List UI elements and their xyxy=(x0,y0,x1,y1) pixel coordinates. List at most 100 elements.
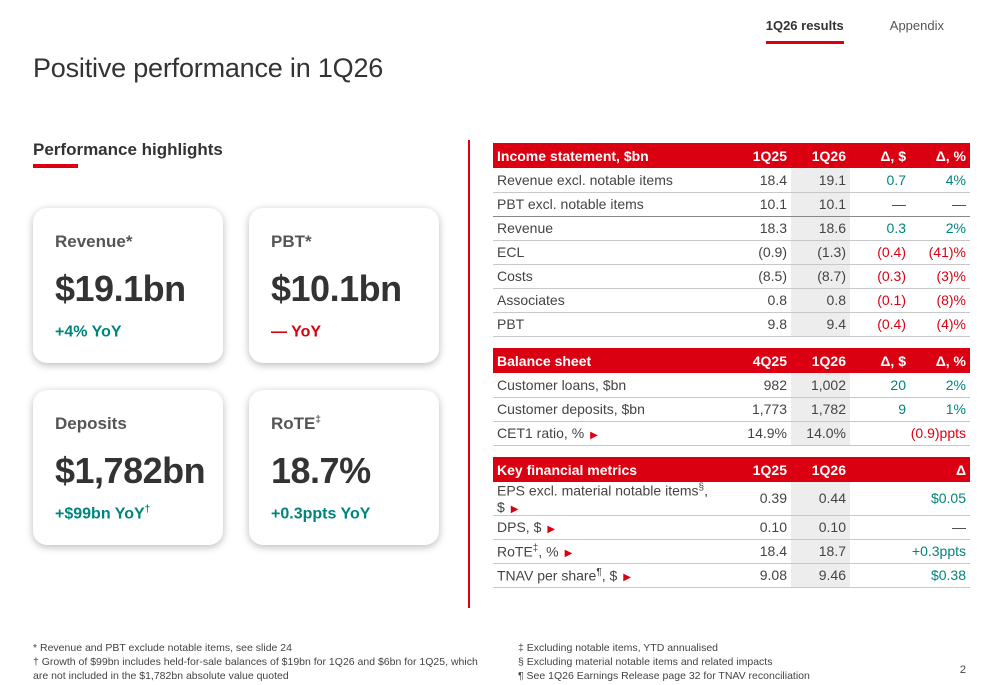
footnote: ¶ See 1Q26 Earnings Release page 32 for … xyxy=(518,670,810,682)
cell-delta-pct: (4)% xyxy=(910,312,970,337)
row-label-text: RoTE xyxy=(497,543,533,560)
card-pbt: PBT* $10.1bn — YoY xyxy=(249,208,439,363)
table-row: Revenue excl. notable items 18.4 19.1 0.7 4% xyxy=(493,168,970,193)
table-header-row: Balance sheet 4Q25 1Q26 Δ, $ Δ, % xyxy=(493,348,970,373)
header-cell: Key financial metrics xyxy=(493,457,723,482)
card-change: — YoY xyxy=(271,323,322,341)
cell-1q25: 18.4 xyxy=(723,539,791,564)
header-cell: 1Q26 xyxy=(791,143,850,168)
header-cell: 1Q25 xyxy=(723,143,791,168)
footnote: § Excluding material notable items and r… xyxy=(518,656,773,668)
table-row: PBT excl. notable items 10.1 10.1— — xyxy=(493,192,970,217)
table-header-row: Income statement, $bn 1Q25 1Q26 Δ, $ Δ, … xyxy=(493,143,970,168)
cell-delta-pct: 2% xyxy=(910,373,970,398)
header-cell: 1Q26 xyxy=(791,457,850,482)
cell-1q26: 1,002 xyxy=(791,373,850,398)
cell-delta-usd: (0.3) xyxy=(850,264,910,289)
table-row: Revenue 18.3 18.6 0.3 2% xyxy=(493,216,970,241)
card-value: $1,782bn xyxy=(55,450,206,491)
footnote: ‡ Excluding notable items, YTD annualise… xyxy=(518,642,719,654)
row-label-text: Customer loans, $bn xyxy=(497,376,627,393)
row-label: Revenue excl. notable items xyxy=(493,168,723,193)
table-row: CET1 ratio, % ▶ 14.9% 14.0% (0.9)ppts xyxy=(493,421,970,446)
balance-sheet-table: Balance sheet 4Q25 1Q26 Δ, $ Δ, % Custom… xyxy=(493,348,970,446)
top-nav: 1Q26 results Appendix xyxy=(765,18,944,44)
footnotes-left: * Revenue and PBT exclude notable items,… xyxy=(33,641,483,683)
section-heading: Performance highlights xyxy=(33,140,223,159)
cell-4q25: 14.9% xyxy=(723,421,791,446)
cell-1q26: 0.10 xyxy=(791,515,850,540)
caret-right-icon[interactable]: ▶ xyxy=(590,430,598,441)
row-label: Revenue xyxy=(493,216,723,241)
row-label-suffix: , $ xyxy=(601,567,618,584)
table-row: PBT 9.8 9.4 (0.4) (4)% xyxy=(493,312,970,337)
cell-delta-usd: (0.1) xyxy=(850,288,910,313)
row-label: RoTE‡, % ▶ xyxy=(493,539,723,564)
header-cell: Balance sheet xyxy=(493,348,723,373)
cell-delta-pct: (3)% xyxy=(910,264,970,289)
cell-delta-usd: (0.4) xyxy=(850,312,910,337)
cell-delta-pct: (41)% xyxy=(910,240,970,265)
card-label: PBT* xyxy=(271,232,312,251)
income-statement-table: Income statement, $bn 1Q25 1Q26 Δ, $ Δ, … xyxy=(493,143,970,337)
cell-1q25: 9.8 xyxy=(723,312,791,337)
cell-1q26: 14.0% xyxy=(791,421,850,446)
key-metrics-table: Key financial metrics 1Q25 1Q26 Δ EPS ex… xyxy=(493,457,970,588)
cell-delta-usd: 0.3 xyxy=(850,216,910,241)
row-label: TNAV per share¶, $ ▶ xyxy=(493,563,723,588)
table-row: DPS, $ ▶ 0.10 0.10— xyxy=(493,515,970,540)
cell-1q26: 18.6 xyxy=(791,216,850,241)
cell-1q26: 10.1 xyxy=(791,192,850,217)
cell-1q26: 9.4 xyxy=(791,312,850,337)
card-revenue: Revenue* $19.1bn +4% YoY xyxy=(33,208,223,363)
cell-4q25: 982 xyxy=(723,373,791,398)
table-row: EPS excl. material notable items§, $ ▶ 0.3… xyxy=(493,482,970,516)
cell-delta-usd: — xyxy=(850,192,910,217)
page-number: 2 xyxy=(959,664,966,676)
tab-appendix[interactable]: Appendix xyxy=(889,18,944,33)
tab-1q26-results[interactable]: 1Q26 results xyxy=(765,18,844,44)
row-label: DPS, $ ▶ xyxy=(493,515,723,540)
table-row: RoTE‡, % ▶ 18.4 18.7 +0.3ppts xyxy=(493,539,970,564)
cell-1q26: (1.3) xyxy=(791,240,850,265)
header-cell: 1Q25 xyxy=(723,457,791,482)
header-cell: 1Q26 xyxy=(791,348,850,373)
cell-1q26: 0.44 xyxy=(791,482,850,516)
table-row: Customer deposits, $bn 1,773 1,782 9 1% xyxy=(493,397,970,422)
cell-1q26: 18.7 xyxy=(791,539,850,564)
card-value: $19.1bn xyxy=(55,268,186,309)
cell-delta: — xyxy=(850,515,970,540)
cell-delta-usd: 20 xyxy=(850,373,910,398)
caret-right-icon[interactable]: ▶ xyxy=(564,548,573,560)
cell-1q26: (8.7) xyxy=(791,264,850,289)
footnote-marker: ¶ xyxy=(596,566,602,578)
cell-delta: (0.9)ppts xyxy=(850,421,970,446)
row-label: Customer deposits, $bn xyxy=(493,397,723,422)
cell-1q25: 9.08 xyxy=(723,563,791,588)
section-underline xyxy=(33,164,78,168)
cell-4q25: 1,773 xyxy=(723,397,791,422)
cell-1q25: 18.3 xyxy=(723,216,791,241)
cell-delta: $0.38 xyxy=(850,563,970,588)
row-label-text: DPS, $ xyxy=(497,519,542,536)
cell-delta-usd: 9 xyxy=(850,397,910,422)
cell-1q26: 9.46 xyxy=(791,563,850,588)
card-change: +4% YoY xyxy=(55,323,122,341)
cell-delta-pct: — xyxy=(910,192,970,217)
cell-1q25: 18.4 xyxy=(723,168,791,193)
caret-right-icon[interactable]: ▶ xyxy=(510,503,519,515)
table-row: TNAV per share¶, $ ▶ 9.08 9.46 $0.38 xyxy=(493,563,970,588)
table-row: Costs (8.5) (8.7) (0.3) (3)% xyxy=(493,264,970,289)
row-label: Associates xyxy=(493,288,723,313)
row-label: EPS excl. material notable items§, $ ▶ xyxy=(493,482,723,516)
cell-1q25: 10.1 xyxy=(723,192,791,217)
cell-1q26: 19.1 xyxy=(791,168,850,193)
caret-right-icon[interactable]: ▶ xyxy=(547,524,556,536)
caret-right-icon[interactable]: ▶ xyxy=(623,572,631,584)
header-cell: Δ, $ xyxy=(850,348,910,373)
cell-delta: +0.3ppts xyxy=(850,539,970,564)
header-cell: Δ, % xyxy=(910,348,970,373)
row-label-text: Customer deposits, $bn xyxy=(497,401,645,417)
cell-delta-pct: 2% xyxy=(910,216,970,241)
header-cell: Δ xyxy=(850,457,970,482)
